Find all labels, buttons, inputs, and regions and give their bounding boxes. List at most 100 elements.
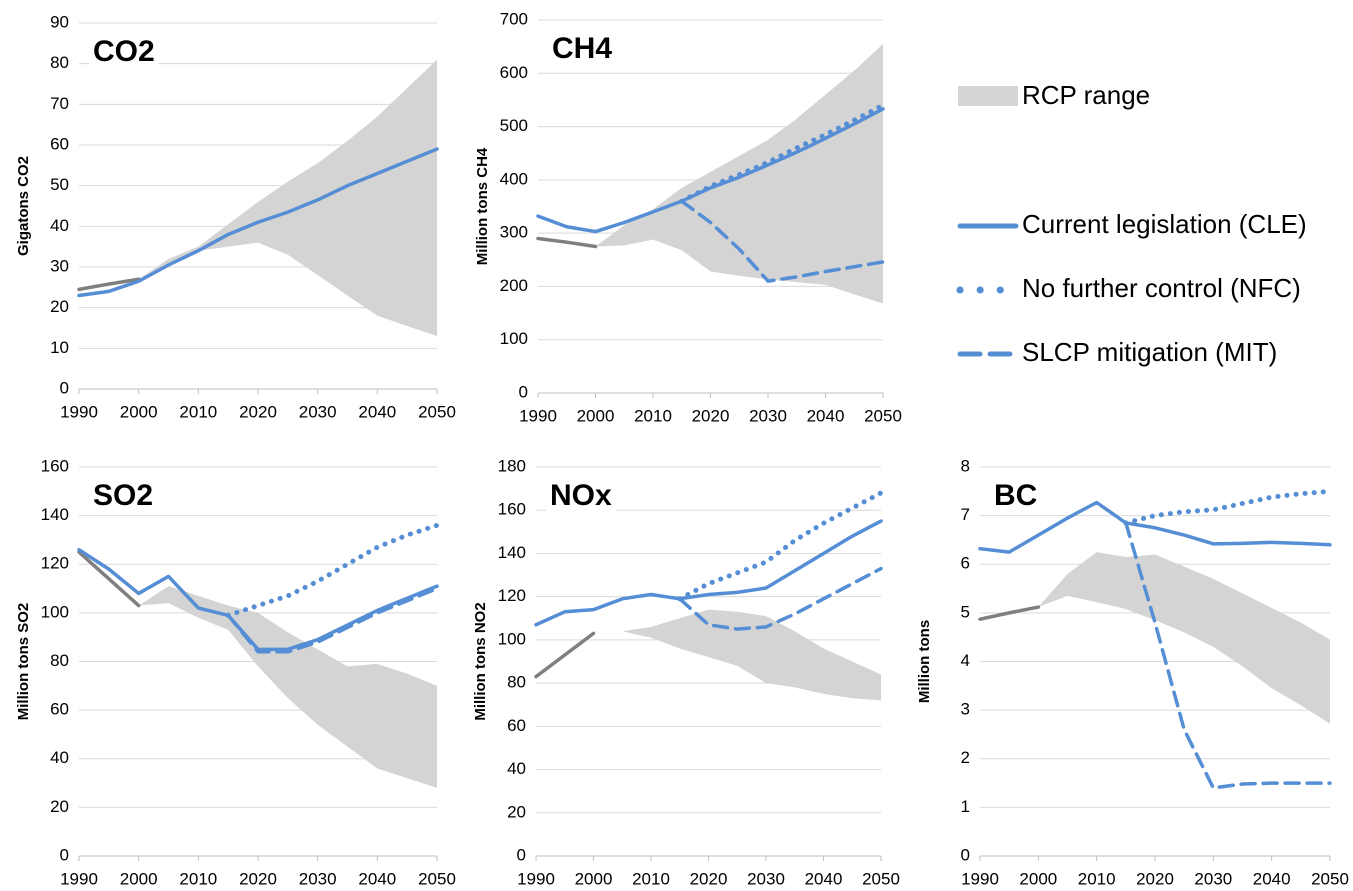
x-tick-label: 2010 <box>179 402 217 421</box>
y-tick-label: 70 <box>50 94 69 113</box>
x-tick-label: 2030 <box>1194 869 1232 888</box>
series-line <box>77 147 439 298</box>
legend-label: No further control (NFC) <box>1022 273 1301 303</box>
y-tick-label: 40 <box>50 216 69 235</box>
panel-title: CO2 <box>93 35 155 68</box>
y-tick-label: 3 <box>961 700 970 719</box>
y-tick-label: 40 <box>50 748 69 767</box>
x-tick-label: 2040 <box>807 406 845 425</box>
y-tick-label: 400 <box>500 169 528 188</box>
x-tick-label: 2010 <box>634 406 672 425</box>
y-tick-label: 80 <box>507 673 526 692</box>
y-tick-label: 8 <box>961 456 970 475</box>
series-line <box>534 631 596 679</box>
y-tick-label: 80 <box>50 651 69 670</box>
series-line <box>77 277 141 292</box>
y-tick-label: 300 <box>500 223 528 242</box>
x-tick-label: 2030 <box>747 869 785 888</box>
y-tick-label: 180 <box>498 456 526 475</box>
x-tick-label: 2050 <box>1311 869 1349 888</box>
legend: RCP range Current legislation (CLE) No fur… <box>956 80 1307 367</box>
y-tick-label: 20 <box>50 297 69 316</box>
x-tick-label: 2040 <box>805 869 843 888</box>
y-tick-label: 160 <box>498 500 526 519</box>
y-axis-label: Million tons CH4 <box>474 147 491 265</box>
y-tick-label: 120 <box>41 554 69 573</box>
series-line <box>978 500 1332 554</box>
x-tick-label: 2050 <box>862 869 900 888</box>
y-tick-label: 60 <box>50 134 69 153</box>
x-tick-label: 1990 <box>961 869 999 888</box>
x-tick-label: 1990 <box>60 869 98 888</box>
y-tick-label: 1 <box>961 797 970 816</box>
x-tick-label: 2040 <box>1253 869 1291 888</box>
y-tick-label: 100 <box>498 629 526 648</box>
y-tick-label: 30 <box>50 256 69 275</box>
y-tick-label: 40 <box>507 759 526 778</box>
title-background <box>548 29 617 67</box>
y-axis-label: Million tons NO2 <box>472 602 489 720</box>
x-tick-label: 2050 <box>418 869 456 888</box>
x-tick-label: 2020 <box>1136 869 1174 888</box>
title-background <box>990 476 1042 514</box>
panel: 0 1 2 3 4 5 6 7 8 1990 2000 2010 2020 2030 2040 2050 BC M… <box>916 456 1349 888</box>
y-tick-label: 200 <box>500 276 528 295</box>
y-tick-label: 60 <box>507 716 526 735</box>
panel-title: SO2 <box>93 479 153 512</box>
y-tick-label: 0 <box>60 378 69 397</box>
y-tick-label: 4 <box>961 651 970 670</box>
title-background <box>89 476 158 514</box>
x-tick-label: 2030 <box>299 402 337 421</box>
y-tick-label: 0 <box>517 845 526 864</box>
series-line <box>226 586 439 654</box>
y-tick-label: 100 <box>500 329 528 348</box>
y-axis-label: Million tons SO2 <box>15 603 32 721</box>
series-line <box>77 550 141 608</box>
rcp-range-band <box>593 609 881 701</box>
y-tick-label: 80 <box>50 53 69 72</box>
y-tick-label: 7 <box>961 505 970 524</box>
y-tick-label: 160 <box>41 456 69 475</box>
title-background <box>89 32 159 70</box>
x-tick-label: 2020 <box>239 869 277 888</box>
x-tick-label: 2010 <box>632 869 670 888</box>
y-tick-label: 5 <box>961 602 970 621</box>
y-tick-label: 120 <box>498 586 526 605</box>
y-tick-label: 140 <box>41 505 69 524</box>
series-line <box>536 107 885 234</box>
y-tick-label: 0 <box>60 845 69 864</box>
y-tick-label: 600 <box>500 63 528 82</box>
x-tick-label: 2000 <box>577 406 615 425</box>
rcp-range-band <box>1038 552 1330 724</box>
y-axis-label: Gigatons CO2 <box>15 156 32 256</box>
x-tick-label: 2030 <box>299 869 337 888</box>
legend-label: RCP range <box>1022 80 1150 110</box>
series-line <box>534 519 883 627</box>
x-tick-label: 2020 <box>692 406 730 425</box>
series-line <box>1124 521 1332 790</box>
x-tick-label: 1990 <box>517 869 555 888</box>
series-line <box>225 522 440 618</box>
panel: 0 100 200 300 400 500 600 700 1990 2000 2010 2020 20… <box>474 9 902 425</box>
x-tick-label: 1990 <box>519 406 557 425</box>
x-tick-label: 2000 <box>1019 869 1057 888</box>
series-line <box>678 566 883 631</box>
legend-swatch <box>958 86 1018 106</box>
series-line <box>677 490 884 602</box>
rcp-range-band <box>138 59 437 337</box>
y-tick-label: 10 <box>50 338 69 357</box>
rcp-range-band <box>138 586 437 788</box>
x-tick-label: 2010 <box>1078 869 1116 888</box>
legend-label: Current legislation (CLE) <box>1022 209 1307 239</box>
x-tick-label: 2010 <box>179 869 217 888</box>
x-tick-label: 2030 <box>749 406 787 425</box>
y-axis-label: Million tons <box>916 620 933 703</box>
y-tick-label: 50 <box>50 175 69 194</box>
x-tick-label: 2000 <box>120 869 158 888</box>
panel-title: NOx <box>550 479 612 512</box>
series-line <box>536 236 598 249</box>
